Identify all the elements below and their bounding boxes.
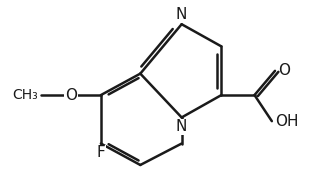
Text: O: O <box>278 63 290 78</box>
Text: CH₃: CH₃ <box>12 88 38 102</box>
Text: OH: OH <box>275 114 299 129</box>
Text: F: F <box>97 145 105 160</box>
Text: N: N <box>176 7 187 22</box>
Text: N: N <box>176 119 187 134</box>
Text: O: O <box>65 88 77 103</box>
